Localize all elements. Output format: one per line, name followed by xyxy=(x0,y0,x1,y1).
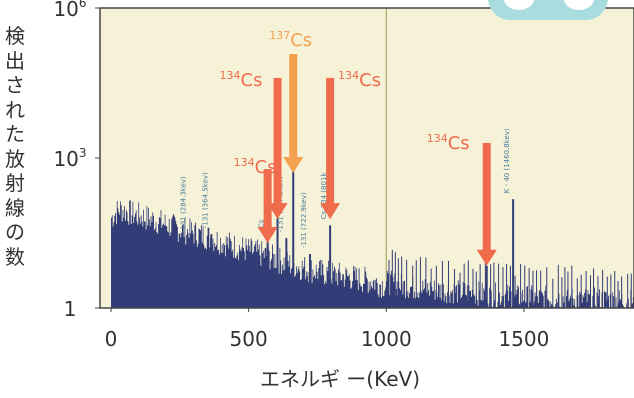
x-tick-label: 1000 xyxy=(361,327,412,351)
cs-label: 137Cs xyxy=(269,29,312,51)
cs-mass-number: 137 xyxy=(269,29,290,42)
cs-label: 134Cs xyxy=(220,69,263,91)
peak-bar xyxy=(485,265,488,308)
peak-bar xyxy=(276,210,279,308)
x-axis-label: エネルギ ー(KeV) xyxy=(260,367,420,391)
x-tick-label: 500 xyxy=(230,327,268,351)
annotation-arrow-head xyxy=(283,157,304,174)
peak-bar xyxy=(266,234,269,308)
annotation-arrow-shaft xyxy=(273,77,282,206)
y-axis-label-char: 射 xyxy=(5,171,25,195)
y-axis-label-char: 数 xyxy=(5,244,25,269)
cs-mass-number: 134 xyxy=(234,156,255,169)
y-axis-label-char: の xyxy=(5,220,25,244)
peak-label: Cs-134 (801k xyxy=(320,172,328,220)
peak-bar xyxy=(329,225,332,308)
y-axis-label-char: さ xyxy=(5,73,25,97)
y-axis-label-char: 検 xyxy=(5,24,25,48)
peak-bar xyxy=(285,238,288,308)
y-tick-label: 103 xyxy=(53,146,86,171)
annotation-arrow-shaft xyxy=(482,142,491,252)
peak-label: -131 (284.3kev) xyxy=(179,176,187,232)
peak-bar xyxy=(292,165,295,308)
cs-label: 134Cs xyxy=(338,69,381,91)
cs-symbol: Cs xyxy=(241,70,263,91)
x-tick-label: 1500 xyxy=(498,327,549,351)
annotation-arrow-head xyxy=(257,226,278,243)
peak-label: K - 40 (1460.8kev) xyxy=(503,128,511,193)
annotation-arrow-shaft xyxy=(326,77,335,206)
y-axis-label-char: 放 xyxy=(5,146,25,171)
background-spectrum xyxy=(111,200,634,308)
cs-symbol: Cs xyxy=(290,30,312,51)
y-tick-exponent: 3 xyxy=(79,146,87,160)
cs-label: 134Cs xyxy=(234,156,277,178)
annotation-arrow-head xyxy=(267,203,288,220)
annotation-arrow-head xyxy=(320,203,341,220)
cs-mass-number: 134 xyxy=(338,69,359,82)
peak-label: Cs xyxy=(258,219,266,228)
cs-mass-number: 134 xyxy=(427,132,448,145)
cs-symbol: Cs xyxy=(359,70,381,91)
cs-symbol: Cs xyxy=(255,157,277,178)
annotation-arrow-shaft xyxy=(263,169,272,229)
cs-label: 134Cs xyxy=(427,132,470,154)
cloud-illustration xyxy=(488,0,608,20)
y-axis-label-char: た xyxy=(5,122,25,146)
cloud-puff xyxy=(504,0,534,10)
annotation-arrow-head xyxy=(476,249,497,266)
y-tick-exponent: 6 xyxy=(79,0,87,10)
y-axis-label: 検出された放射線の数 xyxy=(4,24,26,269)
y-tick-label: 1 xyxy=(64,297,77,321)
x-tick-label: 0 xyxy=(105,327,118,351)
peak-label: -131 (364.5kev) xyxy=(201,172,209,228)
peak-label: -131 (722.9kev) xyxy=(300,192,308,248)
peak-bar xyxy=(308,254,311,308)
y-axis-label-char: 線 xyxy=(5,195,25,220)
peak-bar xyxy=(210,234,213,308)
y-axis-label-char: 出 xyxy=(5,48,25,73)
peak-bar xyxy=(188,238,191,308)
peak-bar xyxy=(512,199,515,308)
y-tick-label: 106 xyxy=(53,0,86,21)
cs-mass-number: 134 xyxy=(220,69,241,82)
annotation-arrow-shaft xyxy=(289,54,298,160)
y-axis-label-char: れ xyxy=(5,97,25,122)
cloud-puff xyxy=(564,0,594,10)
cs-symbol: Cs xyxy=(448,133,470,154)
